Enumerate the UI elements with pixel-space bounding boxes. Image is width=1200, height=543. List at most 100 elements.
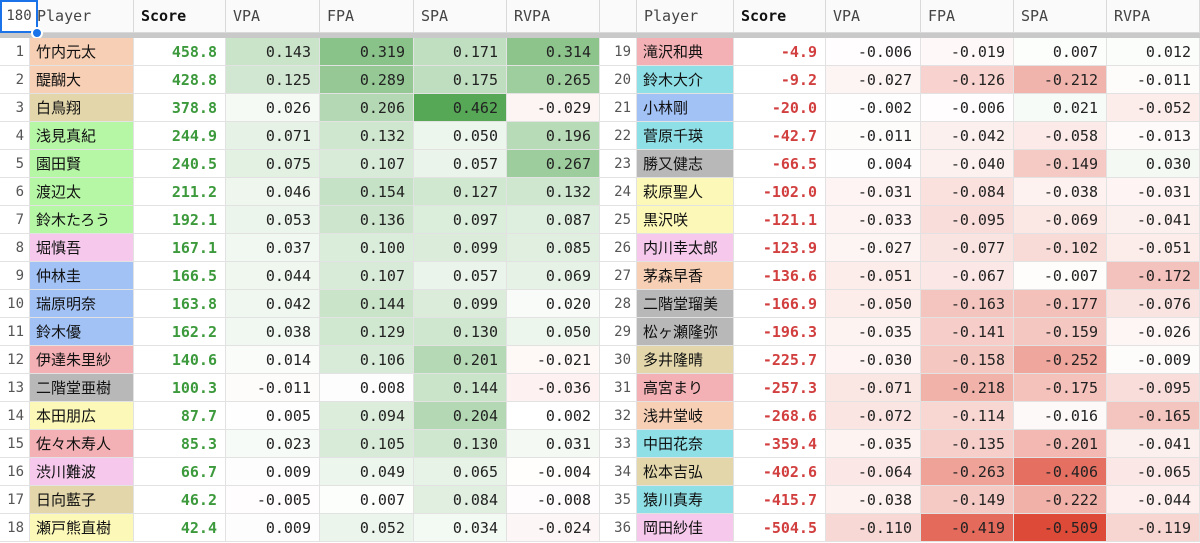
spa-cell[interactable]: -0.177 [1014,290,1107,318]
fpa-cell[interactable]: -0.042 [921,122,1014,150]
rvpa-cell[interactable]: -0.009 [1107,346,1200,374]
fpa-cell[interactable]: 0.007 [320,486,414,514]
row-number[interactable]: 28 [600,290,637,318]
fpa-cell[interactable]: 0.106 [320,346,414,374]
rvpa-cell[interactable]: 0.132 [507,178,600,206]
right-col-score-header[interactable]: Score [734,0,826,33]
player-name-cell[interactable]: 鈴木たろう [30,206,134,234]
fpa-cell[interactable]: 0.100 [320,234,414,262]
spa-cell[interactable]: 0.175 [414,66,507,94]
row-number[interactable]: 18 [0,514,30,542]
spa-cell[interactable]: -0.102 [1014,234,1107,262]
left-col-fpa-header[interactable]: FPA [320,0,414,33]
fpa-cell[interactable]: -0.040 [921,150,1014,178]
score-cell[interactable]: 240.5 [134,150,226,178]
row-number[interactable]: 9 [0,262,30,290]
player-name-cell[interactable]: 岡田紗佳 [637,514,734,542]
player-name-cell[interactable]: 二階堂亜樹 [30,374,134,402]
row-number[interactable]: 14 [0,402,30,430]
spa-cell[interactable]: 0.130 [414,318,507,346]
row-number[interactable]: 15 [0,430,30,458]
score-cell[interactable]: -402.6 [734,458,826,486]
name-box[interactable]: 180 [0,0,38,33]
score-cell[interactable]: 85.3 [134,430,226,458]
player-name-cell[interactable]: 佐々木寿人 [30,430,134,458]
row-number[interactable]: 36 [600,514,637,542]
rvpa-cell[interactable]: -0.051 [1107,234,1200,262]
spa-cell[interactable]: -0.058 [1014,122,1107,150]
row-number[interactable]: 30 [600,346,637,374]
fpa-cell[interactable]: 0.206 [320,94,414,122]
score-cell[interactable]: -166.9 [734,290,826,318]
vpa-cell[interactable]: -0.002 [826,94,921,122]
player-name-cell[interactable]: 茅森早香 [637,262,734,290]
player-name-cell[interactable]: 瑞原明奈 [30,290,134,318]
fpa-cell[interactable]: 0.136 [320,206,414,234]
fpa-cell[interactable]: -0.141 [921,318,1014,346]
rvpa-cell[interactable]: -0.026 [1107,318,1200,346]
player-name-cell[interactable]: 黒沢咲 [637,206,734,234]
rvpa-cell[interactable]: 0.002 [507,402,600,430]
player-name-cell[interactable]: 滝沢和典 [637,38,734,66]
rvpa-cell[interactable]: -0.036 [507,374,600,402]
row-number[interactable]: 7 [0,206,30,234]
player-name-cell[interactable]: 鈴木大介 [637,66,734,94]
row-number[interactable]: 5 [0,150,30,178]
rvpa-cell[interactable]: 0.030 [1107,150,1200,178]
vpa-cell[interactable]: 0.075 [226,150,320,178]
score-cell[interactable]: 458.8 [134,38,226,66]
player-name-cell[interactable]: 竹内元太 [30,38,134,66]
fpa-cell[interactable]: 0.107 [320,150,414,178]
vpa-cell[interactable]: -0.051 [826,262,921,290]
player-name-cell[interactable]: 松本吉弘 [637,458,734,486]
vpa-cell[interactable]: -0.035 [826,318,921,346]
vpa-cell[interactable]: -0.006 [826,38,921,66]
score-cell[interactable]: 46.2 [134,486,226,514]
spa-cell[interactable]: 0.065 [414,458,507,486]
player-name-cell[interactable]: 菅原千瑛 [637,122,734,150]
rvpa-cell[interactable]: 0.031 [507,430,600,458]
score-cell[interactable]: 162.2 [134,318,226,346]
row-number[interactable]: 12 [0,346,30,374]
score-cell[interactable]: -359.4 [734,430,826,458]
fpa-cell[interactable]: -0.135 [921,430,1014,458]
row-number[interactable]: 13 [0,374,30,402]
player-name-cell[interactable]: 猿川真寿 [637,486,734,514]
player-name-cell[interactable]: 堀慎吾 [30,234,134,262]
row-number[interactable]: 34 [600,458,637,486]
rvpa-cell[interactable]: 0.087 [507,206,600,234]
row-number[interactable]: 16 [0,458,30,486]
vpa-cell[interactable]: -0.038 [826,486,921,514]
vpa-cell[interactable]: -0.011 [826,122,921,150]
spa-cell[interactable]: 0.097 [414,206,507,234]
fpa-cell[interactable]: 0.154 [320,178,414,206]
spa-cell[interactable]: 0.462 [414,94,507,122]
vpa-cell[interactable]: 0.005 [226,402,320,430]
score-cell[interactable]: 211.2 [134,178,226,206]
rvpa-cell[interactable]: -0.095 [1107,374,1200,402]
spa-cell[interactable]: 0.099 [414,290,507,318]
fpa-cell[interactable]: -0.158 [921,346,1014,374]
rvpa-cell[interactable]: 0.020 [507,290,600,318]
spa-cell[interactable]: -0.149 [1014,150,1107,178]
vpa-cell[interactable]: -0.035 [826,430,921,458]
row-number[interactable]: 17 [0,486,30,514]
rvpa-cell[interactable]: -0.065 [1107,458,1200,486]
spa-cell[interactable]: -0.212 [1014,66,1107,94]
player-name-cell[interactable]: 本田朋広 [30,402,134,430]
vpa-cell[interactable]: 0.044 [226,262,320,290]
score-cell[interactable]: 140.6 [134,346,226,374]
vpa-cell[interactable]: 0.037 [226,234,320,262]
fpa-cell[interactable]: 0.094 [320,402,414,430]
fpa-cell[interactable]: 0.319 [320,38,414,66]
score-cell[interactable]: 244.9 [134,122,226,150]
rvpa-cell[interactable]: -0.011 [1107,66,1200,94]
vpa-cell[interactable]: 0.026 [226,94,320,122]
right-col-rvpa-header[interactable]: RVPA [1107,0,1200,33]
player-name-cell[interactable]: 日向藍子 [30,486,134,514]
player-name-cell[interactable]: 勝又健志 [637,150,734,178]
spa-cell[interactable]: 0.057 [414,262,507,290]
vpa-cell[interactable]: -0.027 [826,66,921,94]
spa-cell[interactable]: 0.201 [414,346,507,374]
frozen-row-divider[interactable] [0,33,1200,38]
